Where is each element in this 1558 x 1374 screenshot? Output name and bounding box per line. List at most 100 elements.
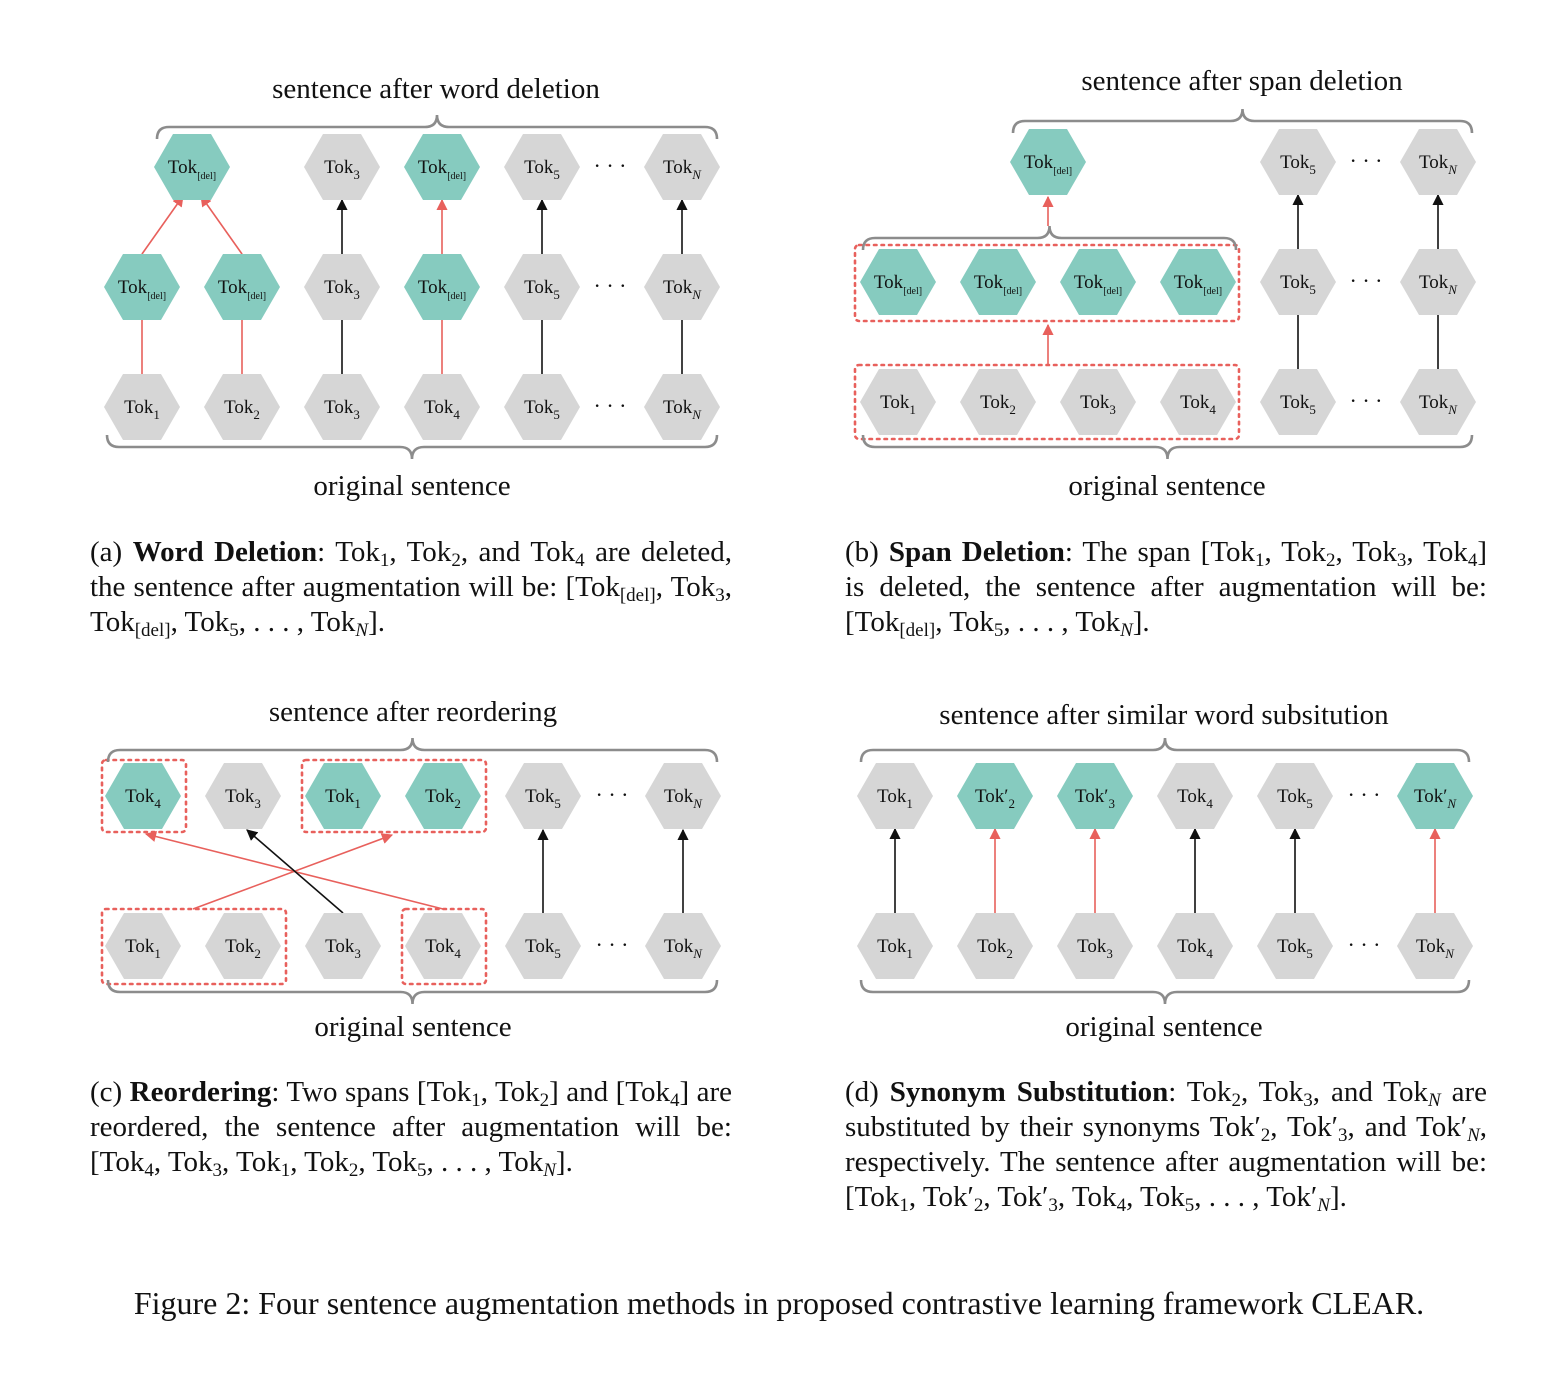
d-orig-tok-4-label: Tok4 (1177, 936, 1213, 961)
c-orig-tok-2-hexagon (205, 913, 281, 979)
a-ellipsis-0: · · · (594, 153, 627, 178)
a-orig-tok-3-label: Tok3 (324, 397, 360, 422)
panel-b-bottom-label: original sentence (1068, 470, 1265, 502)
caption-a-letter: (a) (90, 536, 123, 568)
d-orig-tok-N-hexagon (1397, 913, 1473, 979)
a-orig-tok-1: Tok1 (104, 374, 180, 440)
a-top-tok-N: TokN (644, 134, 720, 200)
c-top-tok-N: TokN (645, 763, 721, 829)
caption-b-name: Span Deletion (888, 536, 1065, 568)
a-mid-tok-5-hexagon (644, 254, 720, 320)
c-ellipsis-0: · · · (596, 782, 629, 807)
a-orig-tok-3: Tok3 (304, 374, 380, 440)
c-orig-tok-5-hexagon (505, 913, 581, 979)
a-top-tok-N-label: TokN (663, 157, 702, 182)
figure-caption: Figure 2: Four sentence augmentation met… (133, 1285, 1425, 1321)
c-top-tok-N-label: TokN (664, 786, 703, 811)
c-orig-tok-4: Tok4 (405, 913, 481, 979)
a-top-tok-del-2-hexagon (404, 134, 480, 200)
a-mid-tok-1-label: Tok[del] (218, 277, 266, 302)
c-orig-tok-3-label: Tok3 (325, 936, 361, 961)
caption-d-name: Synonym Substitution (889, 1076, 1169, 1108)
d-top-tok-N-hexagon (1397, 763, 1473, 829)
d-ellipsis-0: · · · (1348, 782, 1381, 807)
d-orig-tok-2-label: Tok2 (977, 936, 1013, 961)
a-orig-tok-2-label: Tok2 (224, 397, 260, 422)
c-ellipsis-1: · · · (596, 932, 629, 957)
caption-c-name: Reordering (129, 1076, 272, 1108)
b-mid-tok-del-3: Tok[del] (1160, 249, 1236, 315)
a-arrow-merge-1 (141, 195, 184, 255)
d-top-tok-4-label: Tok4 (1177, 786, 1213, 811)
d-orig-tok-3-hexagon (1057, 913, 1133, 979)
b-mid-tok-del-2-hexagon (1060, 249, 1136, 315)
a-top-tok-del-1-label: Tok[del] (168, 157, 216, 182)
a-orig-tok-N-label: TokN (663, 397, 702, 422)
c-bottom-brace (106, 979, 719, 1005)
a-top-tok-5-hexagon (504, 134, 580, 200)
a-mid-tok-2-label: Tok3 (324, 277, 360, 302)
a-mid-tok-3: Tok[del] (404, 254, 480, 320)
d-top-tok-N: Tok′N (1397, 763, 1473, 829)
a-mid-tok-1: Tok[del] (204, 254, 280, 320)
c-top-tok-5-hexagon (505, 763, 581, 829)
c-top-tok-4-label: Tok4 (125, 786, 161, 811)
b-mid-tok-del-3-label: Tok[del] (1174, 272, 1222, 297)
c-top-tok-1-hexagon (305, 763, 381, 829)
d-top-tok-1-hexagon (857, 763, 933, 829)
b-mid-tok-5-hexagon (1260, 249, 1336, 315)
c-orig-tok-5: Tok5 (505, 913, 581, 979)
b-top-tok-N-hexagon (1400, 129, 1476, 195)
b-orig-tok-5: Tok5 (1260, 369, 1336, 435)
d-orig-tok-5: Tok5 (1257, 913, 1333, 979)
a-mid-tok-0-label: Tok[del] (118, 277, 166, 302)
d-bottom-brace (859, 979, 1471, 1005)
d-orig-tok-4-hexagon (1157, 913, 1233, 979)
c-top-tok-N-hexagon (645, 763, 721, 829)
caption-b: (b) Span Deletion: The span [Tok1, Tok2,… (845, 536, 1487, 641)
a-orig-tok-1-label: Tok1 (124, 397, 160, 422)
panel-d-top-label: sentence after similar word subsitution (939, 699, 1389, 731)
panel-c-bottom-label: original sentence (314, 1011, 511, 1043)
b-mid-tok-del-3-hexagon (1160, 249, 1236, 315)
b-orig-tok-4: Tok4 (1160, 369, 1236, 435)
a-orig-tok-N-hexagon (644, 374, 720, 440)
panel-c-top-label: sentence after reordering (269, 696, 557, 728)
b-orig-tok-4-label: Tok4 (1180, 392, 1216, 417)
c-top-tok-2-label: Tok2 (425, 786, 461, 811)
a-orig-tok-2: Tok2 (204, 374, 280, 440)
b-orig-tok-N-hexagon (1400, 369, 1476, 435)
c-top-tok-3-label: Tok3 (225, 786, 261, 811)
d-orig-tok-1-hexagon (857, 913, 933, 979)
c-orig-tok-N-hexagon (645, 913, 721, 979)
b-mid-tok-N-label: TokN (1419, 272, 1458, 297)
c-orig-tok-2-label: Tok2 (225, 936, 261, 961)
c-orig-tok-N-label: TokN (664, 936, 703, 961)
c-top-tok-3-hexagon (205, 763, 281, 829)
b-top-brace (1011, 108, 1474, 134)
a-orig-tok-4: Tok4 (404, 374, 480, 440)
caption-b-letter: (b) (845, 536, 879, 568)
a-mid-tok-4-label: Tok5 (524, 277, 560, 302)
a-top-brace (155, 114, 719, 140)
a-mid-tok-5-label: TokN (663, 277, 702, 302)
c-top-tok-4: Tok4 (105, 763, 181, 829)
b-top-tok-N: TokN (1400, 129, 1476, 195)
a-top-tok-del-2: Tok[del] (404, 134, 480, 200)
a-ellipsis-2: · · · (594, 393, 627, 418)
c-orig-tok-3-hexagon (305, 913, 381, 979)
a-mid-tok-5: TokN (644, 254, 720, 320)
b-bottom-brace (861, 434, 1474, 460)
b-mid-tok-del-2: Tok[del] (1060, 249, 1136, 315)
caption-c: (c) Reordering: Two spans [Tok1, Tok2] a… (90, 1076, 732, 1181)
a-top-tok-del-1: Tok[del] (154, 134, 230, 200)
d-orig-tok-5-label: Tok5 (1277, 936, 1313, 961)
b-top-tok-del-hexagon (1010, 129, 1086, 195)
b-orig-tok-5-hexagon (1260, 369, 1336, 435)
d-top-tok-2-hexagon (957, 763, 1033, 829)
d-top-tok-4-hexagon (1157, 763, 1233, 829)
c-orig-tok-3: Tok3 (305, 913, 381, 979)
c-top-tok-2-hexagon (405, 763, 481, 829)
d-orig-tok-1-label: Tok1 (877, 936, 913, 961)
caption-d-letter: (d) (845, 1076, 879, 1108)
